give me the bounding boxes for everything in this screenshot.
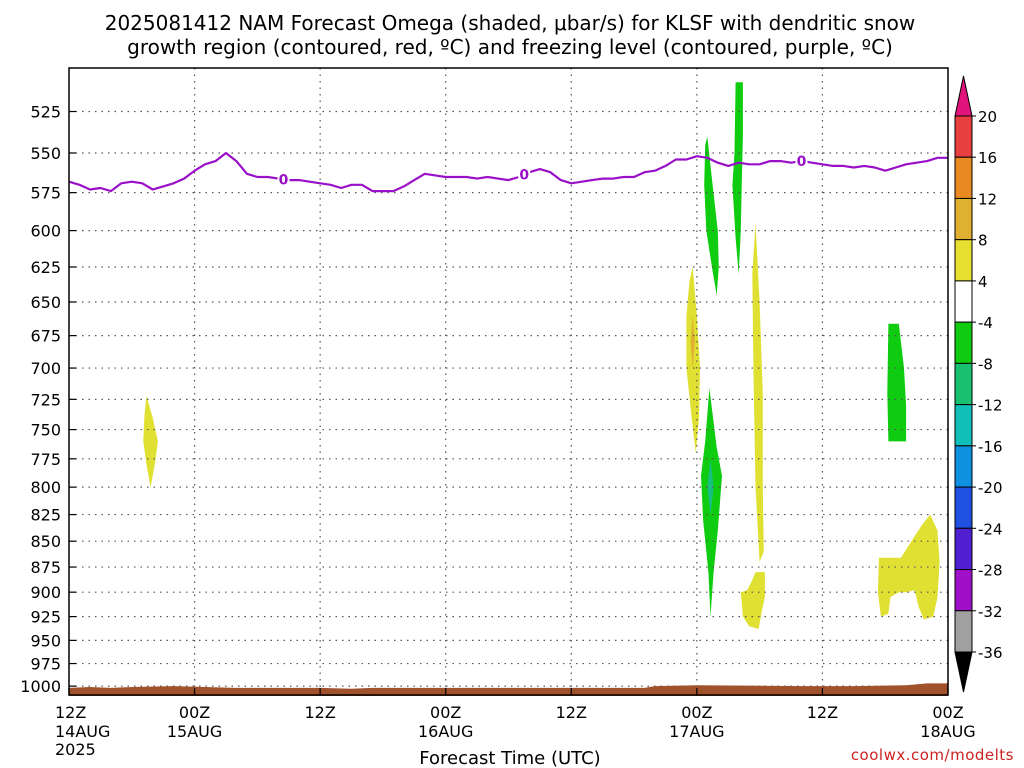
- colorbar-label: -36: [978, 644, 1003, 662]
- colorbar-label: 8: [978, 232, 988, 250]
- freezing-level-label: 0: [519, 168, 529, 184]
- colorbar-swatch: [954, 280, 973, 323]
- plot-frame: [68, 67, 949, 696]
- y-tick-label: 925: [30, 608, 61, 627]
- y-tick-label: 725: [30, 390, 61, 409]
- colorbar-label: 20: [978, 108, 997, 126]
- freezing-label-bg: [518, 166, 531, 183]
- y-tick-label: 875: [30, 558, 61, 577]
- credit-text: coolwx.com/modelts: [851, 746, 1014, 764]
- y-tick-label: 700: [30, 359, 61, 378]
- grid-lines: [69, 68, 948, 695]
- ground-terrain: [69, 683, 948, 696]
- colorbar-min-triangle: [954, 651, 973, 693]
- freezing-level-label: 0: [279, 172, 289, 188]
- omega-negative-region: [732, 82, 743, 275]
- colorbar-label: -24: [978, 520, 1003, 538]
- colorbar-swatch: [954, 569, 973, 612]
- chart-title-line-2: growth region (contoured, red, ºC) and f…: [127, 35, 893, 59]
- plot-area: [69, 68, 948, 695]
- colorbar-swatch: [954, 197, 973, 241]
- omega-negative-region: [887, 323, 907, 442]
- colorbar-label: -12: [978, 397, 1003, 415]
- freezing-level-contour: 0 0 0: [68, 151, 948, 193]
- colorbar-swatch: [954, 321, 973, 364]
- freezing-level-label: 0: [797, 154, 807, 170]
- y-tick-label: 825: [30, 506, 61, 525]
- x-tick-label: 12Z: [556, 703, 587, 722]
- colorbar-label: 12: [978, 190, 997, 208]
- omega-positive-region: [752, 223, 764, 562]
- y-tick-label: 775: [30, 450, 61, 469]
- y-tick-label: 750: [30, 421, 61, 440]
- freezing-label-bg: [795, 153, 808, 170]
- colorbar-swatch: [954, 239, 973, 282]
- y-tick-label: 950: [30, 631, 61, 650]
- colorbar-label: -32: [978, 603, 1003, 621]
- colorbar-swatch: [954, 362, 973, 406]
- colorbar-swatch: [954, 115, 973, 158]
- x-tick-year-label: 2025: [55, 740, 96, 759]
- x-tick-date-label: 14AUG: [55, 722, 110, 741]
- ground-fill: [69, 683, 948, 696]
- y-tick-label: 1000: [20, 677, 61, 696]
- colorbar-label: 16: [978, 149, 997, 167]
- colorbar-swatch: [954, 404, 973, 447]
- colorbar-swatch: [954, 156, 973, 199]
- y-tick-label: 525: [30, 103, 61, 122]
- x-tick-label: 00Z: [430, 703, 461, 722]
- x-tick-date-label: 17AUG: [669, 722, 724, 741]
- y-tick-label: 675: [30, 327, 61, 346]
- x-tick-date-label: 15AUG: [167, 722, 222, 741]
- y-tick-label: 550: [30, 144, 61, 163]
- y-tick-label: 900: [30, 583, 61, 602]
- y-tick-label: 625: [30, 258, 61, 277]
- colorbar-label: -16: [978, 438, 1003, 456]
- y-tick-label: 575: [30, 184, 61, 203]
- y-axis-ticks: 525 550 575 600 625 650 675 700 725 750 775 800 825 8…: [20, 103, 76, 696]
- colorbar-label: -28: [978, 562, 1003, 580]
- y-tick-label: 850: [30, 532, 61, 551]
- colorbar-swatch: [954, 610, 973, 653]
- omega-negative-region: [704, 136, 719, 296]
- omega-positive-region: [740, 572, 765, 629]
- x-tick-label: 12Z: [807, 703, 838, 722]
- colorbar-label: -20: [978, 479, 1003, 497]
- x-tick-label: 12Z: [55, 703, 86, 722]
- omega-positive-region: [143, 395, 158, 488]
- x-tick-date-label: 18AUG: [920, 722, 975, 741]
- colorbar-swatch: [954, 445, 973, 488]
- x-tick-label: 00Z: [681, 703, 712, 722]
- x-tick-label: 00Z: [179, 703, 210, 722]
- x-axis-label: Forecast Time (UTC): [419, 748, 600, 768]
- freezing-label-bg: [277, 171, 290, 188]
- colorbar-swatch: [954, 527, 973, 571]
- x-tick-date-label: 16AUG: [418, 722, 473, 741]
- plot-border: [68, 67, 949, 696]
- x-tick-label: 12Z: [304, 703, 335, 722]
- y-tick-label: 650: [30, 293, 61, 312]
- y-tick-label: 975: [30, 655, 61, 674]
- x-tick-label: 00Z: [932, 703, 963, 722]
- y-tick-label: 800: [30, 478, 61, 497]
- chart-title-line-1: 2025081412 NAM Forecast Omega (shaded, μ…: [105, 11, 916, 35]
- omega-positive-region: [690, 315, 695, 369]
- plot-background: [69, 68, 948, 695]
- colorbar-label: 4: [978, 273, 988, 291]
- colorbar-label: -4: [978, 314, 993, 332]
- colorbar-max-triangle: [954, 75, 973, 117]
- y-tick-label: 600: [30, 222, 61, 241]
- colorbar-label: -8: [978, 355, 993, 373]
- colorbar-swatch: [954, 486, 973, 529]
- omega-negative-region: [707, 458, 714, 515]
- colorbar: 20 16 12 8 4 -4 -8 -12 -16 -20 -24 -28 -32 -36: [954, 75, 1003, 693]
